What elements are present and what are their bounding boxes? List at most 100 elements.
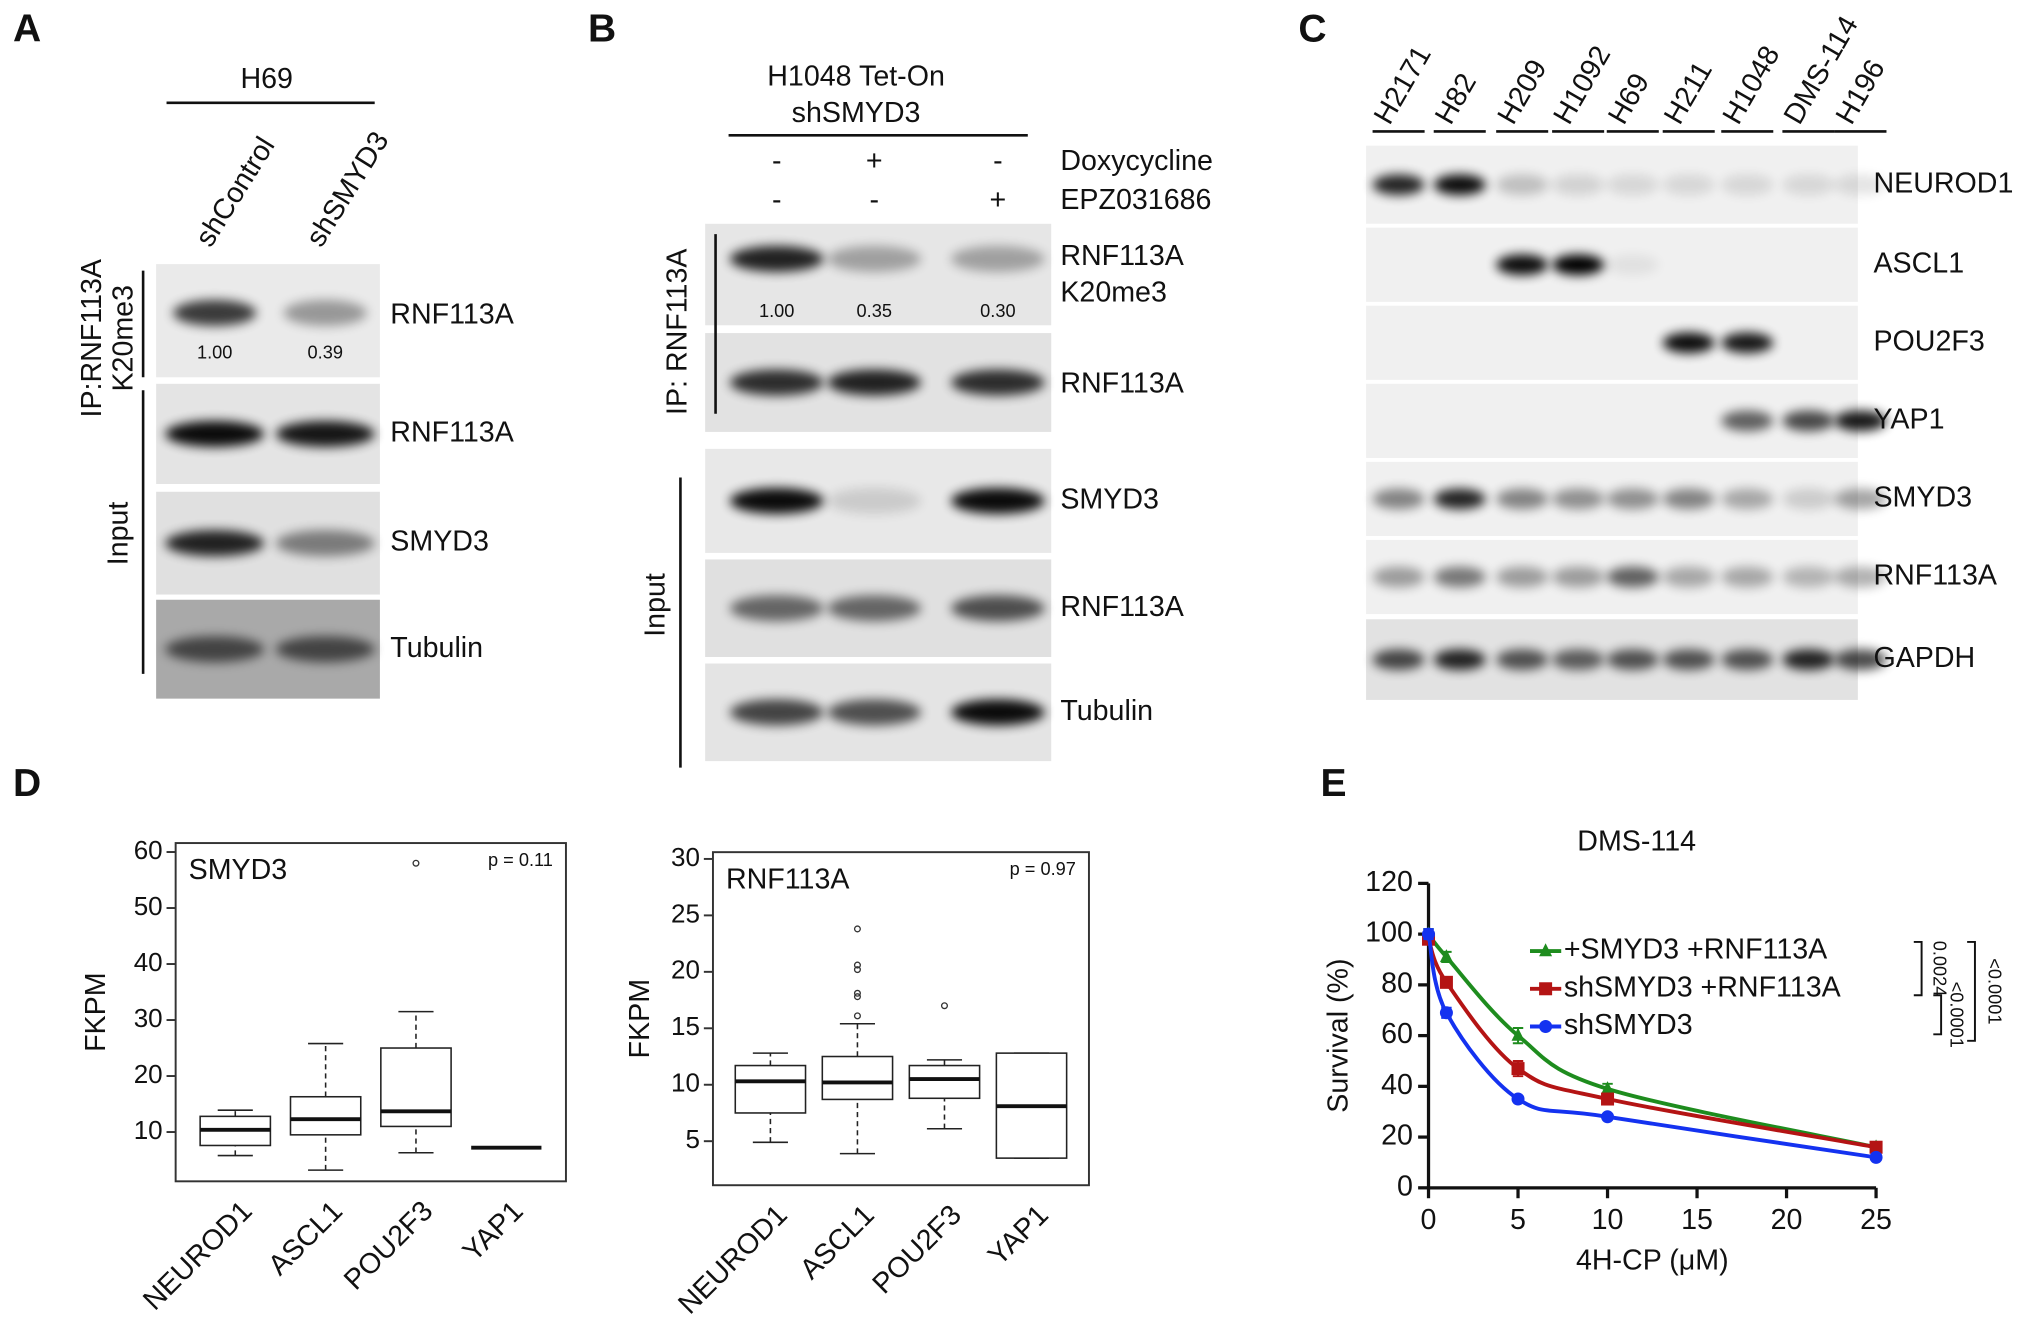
band — [1834, 174, 1887, 196]
y-axis-label: FKPM — [624, 979, 656, 1058]
band — [951, 487, 1045, 514]
bracket — [1967, 940, 1976, 1042]
band — [283, 299, 367, 326]
y-tick-label: 20 — [1381, 1120, 1413, 1152]
lane-label: shSMYD3 — [300, 126, 395, 252]
lane-label: H69 — [1602, 68, 1656, 129]
band — [827, 245, 922, 272]
band — [275, 420, 375, 447]
outlier — [853, 925, 861, 933]
x-tick-label: 20 — [1771, 1204, 1803, 1236]
treatment-sign: + — [866, 145, 883, 177]
x-tick-label: 25 — [1860, 1204, 1892, 1236]
treatment-sign: + — [990, 184, 1007, 216]
row-label: SMYD3 — [1060, 483, 1159, 515]
band — [1552, 174, 1605, 196]
band — [1662, 566, 1715, 588]
legend-marker — [1539, 943, 1553, 957]
legend-marker — [1539, 1019, 1553, 1034]
p-value: 0.0024 — [1930, 941, 1950, 997]
blot-row — [1366, 305, 1858, 380]
annotation: p = 0.97 — [1010, 859, 1076, 879]
y-tick-label: 60 — [1381, 1018, 1413, 1050]
panel-label: B — [588, 8, 616, 51]
y-tick-label: 20 — [134, 1059, 163, 1089]
row-label: ASCL1 — [1873, 247, 1964, 279]
point — [1439, 975, 1453, 989]
y-axis-label: Survival (%) — [1323, 959, 1355, 1113]
band — [1552, 488, 1605, 510]
x-tick-label: NEUROD1 — [137, 1195, 259, 1317]
bracket — [1913, 940, 1923, 997]
treatment-sign: - — [870, 184, 880, 216]
y-tick-label: 40 — [134, 947, 163, 977]
band — [1496, 488, 1549, 510]
legend-marker — [1539, 982, 1553, 996]
point — [1601, 1092, 1615, 1106]
box — [821, 1055, 894, 1101]
legend-label: +SMYD3 +RNF113A — [1564, 934, 1828, 966]
y-tick-label: 5 — [685, 1124, 699, 1154]
band — [165, 636, 265, 663]
outlier — [853, 966, 861, 974]
chart-title: DMS-114 — [1577, 826, 1696, 858]
band — [1606, 174, 1659, 196]
quantification: 0.39 — [308, 343, 343, 363]
band — [173, 299, 257, 326]
band — [1433, 566, 1486, 588]
outlier — [940, 1002, 948, 1010]
band — [1433, 174, 1486, 196]
treatment-sign: - — [993, 145, 1003, 177]
band — [1496, 174, 1549, 196]
x-tick-label: ASCL1 — [262, 1195, 349, 1282]
band — [1496, 649, 1549, 671]
band — [827, 595, 922, 622]
plot-frame — [711, 851, 1090, 1187]
lane-label: H82 — [1429, 68, 1483, 129]
point — [1511, 1062, 1525, 1076]
x-tick-label: 5 — [1510, 1204, 1526, 1236]
row-label: NEUROD1 — [1873, 167, 2013, 199]
p-value: <0.0001 — [1984, 958, 2004, 1024]
treatment-sign: - — [772, 145, 782, 177]
lane-label: H2171 — [1368, 41, 1438, 130]
band — [1721, 566, 1774, 588]
band — [951, 699, 1045, 726]
row-label: RNF113A — [390, 416, 514, 448]
lane-label: shControl — [189, 132, 281, 253]
band — [1433, 649, 1486, 671]
band — [951, 245, 1045, 272]
row-label: YAP1 — [1873, 403, 1944, 435]
panel-label: E — [1321, 762, 1347, 805]
x-tick-label: NEUROD1 — [672, 1199, 794, 1321]
band — [1496, 566, 1549, 588]
band — [1782, 174, 1835, 196]
band — [729, 699, 824, 726]
y-tick-label: 15 — [671, 1011, 700, 1041]
band — [1721, 174, 1774, 196]
p-value: <0.0001 — [1947, 982, 1967, 1048]
band — [1834, 649, 1887, 671]
panel-label: D — [13, 762, 41, 805]
box — [289, 1095, 362, 1136]
band — [1662, 332, 1715, 354]
row-label: POU2F3 — [1873, 325, 1984, 357]
y-tick-label: 20 — [671, 955, 700, 985]
band — [1606, 254, 1659, 276]
band — [275, 636, 375, 663]
quantification: 0.30 — [980, 301, 1015, 321]
annotation: p = 0.11 — [488, 850, 553, 870]
band — [1834, 566, 1887, 588]
row-label: RNF113A — [390, 299, 514, 331]
band — [827, 487, 922, 514]
curve — [1426, 933, 1877, 1160]
band — [1496, 254, 1549, 276]
ip-label: IP:RNF113A — [76, 258, 108, 417]
point — [1511, 1027, 1525, 1041]
band — [1782, 410, 1835, 432]
plot-frame — [174, 842, 567, 1183]
band — [165, 530, 265, 557]
y-tick-label: 100 — [1365, 917, 1413, 949]
band — [165, 420, 265, 447]
band — [1433, 488, 1486, 510]
